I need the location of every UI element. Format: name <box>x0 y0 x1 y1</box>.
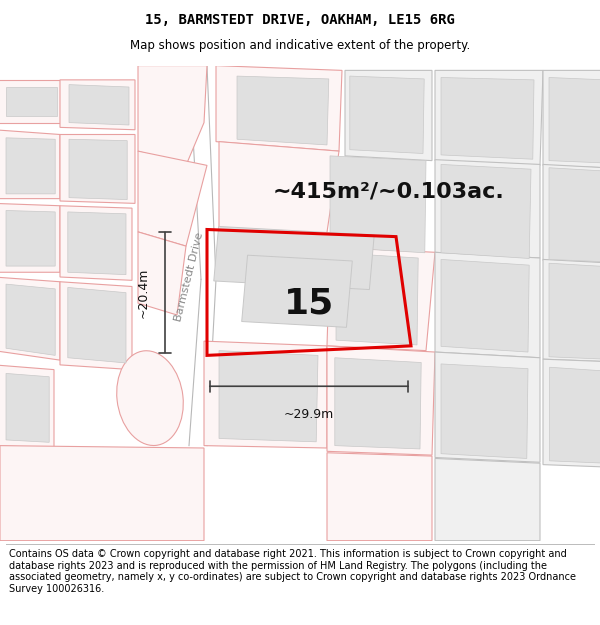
Polygon shape <box>435 71 543 166</box>
Polygon shape <box>60 282 132 369</box>
Polygon shape <box>336 253 418 345</box>
Polygon shape <box>6 211 55 266</box>
Text: ~20.4m: ~20.4m <box>137 268 150 318</box>
Polygon shape <box>327 452 432 541</box>
Polygon shape <box>216 66 342 151</box>
Polygon shape <box>543 71 600 168</box>
Text: ~29.9m: ~29.9m <box>284 408 334 421</box>
Polygon shape <box>204 341 327 448</box>
Polygon shape <box>138 66 207 166</box>
Polygon shape <box>441 164 531 259</box>
Polygon shape <box>6 138 55 194</box>
Text: Contains OS data © Crown copyright and database right 2021. This information is : Contains OS data © Crown copyright and d… <box>9 549 576 594</box>
Ellipse shape <box>117 351 183 446</box>
Polygon shape <box>549 263 600 359</box>
Polygon shape <box>0 130 60 199</box>
Text: 15: 15 <box>284 286 334 320</box>
Polygon shape <box>6 87 57 116</box>
Polygon shape <box>68 212 126 274</box>
Polygon shape <box>543 164 600 262</box>
Polygon shape <box>327 247 435 351</box>
Polygon shape <box>0 446 204 541</box>
Text: Map shows position and indicative extent of the property.: Map shows position and indicative extent… <box>130 39 470 52</box>
Polygon shape <box>68 288 126 363</box>
Polygon shape <box>60 80 135 130</box>
Polygon shape <box>441 78 534 159</box>
Text: Barmstedt Drive: Barmstedt Drive <box>173 231 205 322</box>
Polygon shape <box>330 156 426 252</box>
Polygon shape <box>219 351 318 442</box>
Polygon shape <box>441 259 529 352</box>
Polygon shape <box>0 80 60 122</box>
Polygon shape <box>327 346 435 455</box>
Polygon shape <box>435 352 540 462</box>
Polygon shape <box>60 206 132 281</box>
Polygon shape <box>6 284 55 356</box>
Text: 15, BARMSTEDT DRIVE, OAKHAM, LE15 6RG: 15, BARMSTEDT DRIVE, OAKHAM, LE15 6RG <box>145 13 455 27</box>
Polygon shape <box>69 84 129 125</box>
Polygon shape <box>60 134 135 203</box>
Polygon shape <box>237 76 329 145</box>
Polygon shape <box>549 78 600 163</box>
Polygon shape <box>0 365 54 448</box>
Polygon shape <box>219 142 339 252</box>
Polygon shape <box>441 364 528 459</box>
Polygon shape <box>435 159 540 258</box>
Polygon shape <box>138 232 186 315</box>
Polygon shape <box>138 151 207 246</box>
Polygon shape <box>550 368 600 463</box>
Text: ~415m²/~0.103ac.: ~415m²/~0.103ac. <box>273 181 505 201</box>
Polygon shape <box>0 277 60 360</box>
Polygon shape <box>335 357 421 449</box>
Polygon shape <box>345 71 432 161</box>
Polygon shape <box>435 253 540 358</box>
Polygon shape <box>242 255 352 328</box>
Polygon shape <box>0 203 60 272</box>
Polygon shape <box>549 168 600 262</box>
Polygon shape <box>543 359 600 467</box>
Polygon shape <box>214 226 374 289</box>
Polygon shape <box>350 76 424 154</box>
Polygon shape <box>69 139 127 199</box>
Polygon shape <box>543 259 600 361</box>
Polygon shape <box>435 459 540 541</box>
Polygon shape <box>6 373 49 442</box>
